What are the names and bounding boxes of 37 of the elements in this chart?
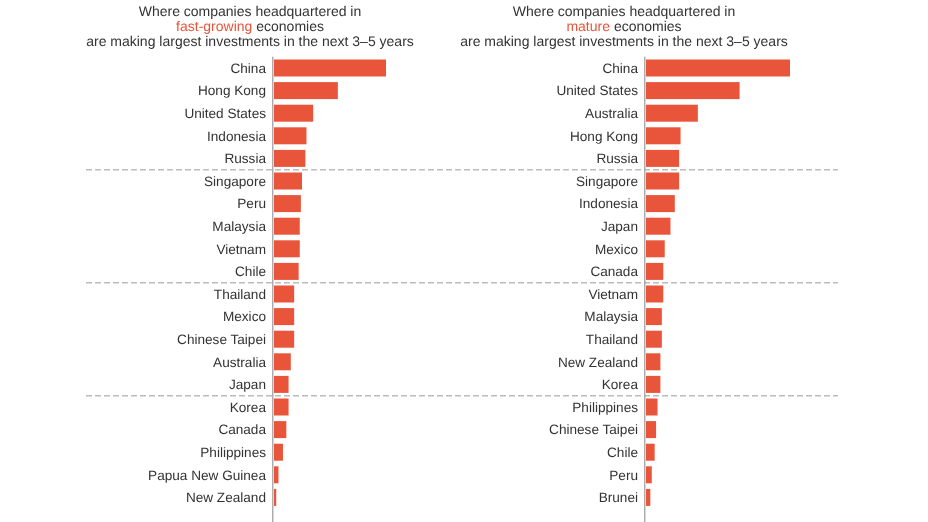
bar <box>274 240 300 258</box>
bar <box>646 262 664 280</box>
bar <box>646 353 661 371</box>
bar <box>646 172 680 190</box>
bar <box>646 59 790 77</box>
bar <box>646 217 671 235</box>
bar <box>646 375 661 393</box>
bar <box>646 466 652 484</box>
bar <box>646 195 675 213</box>
bar <box>646 104 698 122</box>
bar <box>646 398 658 416</box>
bar <box>274 217 300 235</box>
bar <box>646 308 662 326</box>
bar <box>646 149 680 167</box>
bar <box>646 443 655 461</box>
bar <box>274 82 338 100</box>
bar <box>274 398 289 416</box>
bar <box>274 308 295 326</box>
bar <box>274 330 295 348</box>
bar <box>274 172 302 190</box>
bar <box>274 195 301 213</box>
bar <box>646 127 681 145</box>
bar <box>274 127 307 145</box>
bar <box>274 285 295 303</box>
bar <box>274 353 291 371</box>
bar <box>274 443 283 461</box>
bar <box>646 82 740 100</box>
bar <box>274 59 386 77</box>
bar <box>274 375 289 393</box>
bar <box>274 262 299 280</box>
bar <box>646 421 657 439</box>
bar <box>274 421 287 439</box>
bar <box>646 285 664 303</box>
bar <box>274 149 306 167</box>
bar <box>646 330 662 348</box>
bar <box>646 240 665 258</box>
bar <box>274 104 314 122</box>
